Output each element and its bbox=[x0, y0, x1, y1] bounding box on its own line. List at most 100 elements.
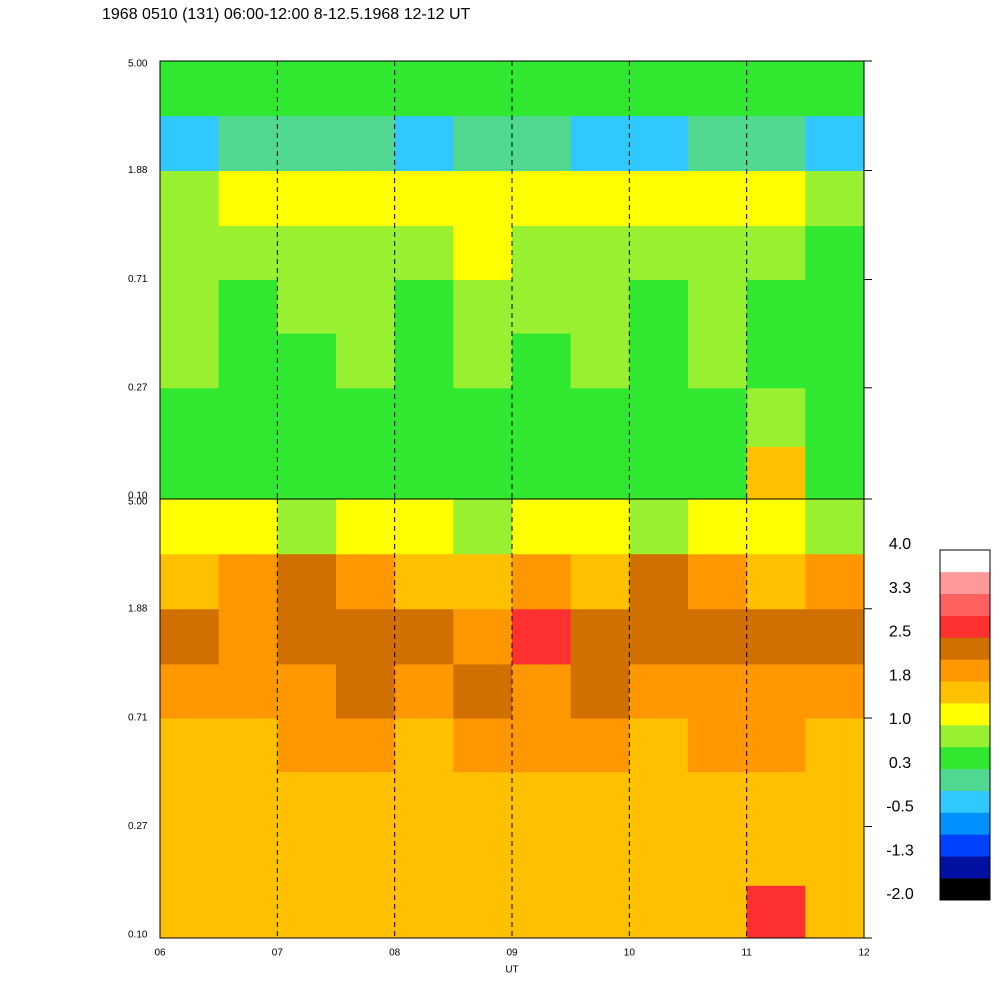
heatmap-cell bbox=[394, 771, 454, 828]
colorbar-band bbox=[940, 878, 990, 901]
heatmap-cell bbox=[394, 279, 454, 334]
heatmap-cell bbox=[570, 446, 630, 500]
x-tick-label: 06 bbox=[154, 948, 166, 959]
colorbar-tick-label: 0.3 bbox=[889, 755, 911, 772]
colorbar-band bbox=[940, 768, 990, 791]
heatmap-cell bbox=[277, 553, 337, 610]
heatmap-cell bbox=[746, 225, 806, 281]
heatmap-cell bbox=[336, 663, 396, 719]
heatmap-cell bbox=[394, 446, 454, 500]
heatmap-cell bbox=[688, 499, 748, 555]
x-tick-label: 08 bbox=[389, 948, 401, 959]
heatmap-cell bbox=[688, 718, 748, 773]
heatmap-cell bbox=[277, 771, 337, 828]
heatmap-cell bbox=[629, 333, 689, 389]
heatmap-cell bbox=[160, 553, 220, 610]
y-tick-label: 5.00 bbox=[128, 59, 148, 70]
heatmap-cell bbox=[512, 608, 572, 665]
heatmap-cell bbox=[160, 387, 220, 447]
heatmap-cell bbox=[336, 718, 396, 773]
chart-title: 1968 0510 (131) 06:00-12:00 8-12.5.1968 … bbox=[102, 6, 471, 23]
heatmap-cell bbox=[746, 663, 806, 719]
heatmap-cell bbox=[218, 553, 278, 610]
heatmap-cell bbox=[453, 663, 513, 719]
heatmap-cell bbox=[570, 718, 630, 773]
heatmap-cell bbox=[277, 663, 337, 719]
heatmap-cell bbox=[746, 61, 806, 117]
colorbar-band bbox=[940, 593, 990, 616]
heatmap-cell bbox=[336, 885, 396, 939]
heatmap-cell bbox=[160, 885, 220, 939]
heatmap-cell bbox=[570, 225, 630, 281]
heatmap-cell bbox=[394, 553, 454, 610]
heatmap-cell bbox=[512, 61, 572, 117]
heatmap-cell bbox=[453, 387, 513, 447]
heatmap-cell bbox=[218, 170, 278, 227]
heatmap-cell bbox=[453, 718, 513, 773]
heatmap-cell bbox=[336, 170, 396, 227]
colorbar-band bbox=[940, 659, 990, 682]
heatmap-cell bbox=[805, 499, 865, 555]
heatmap-cell bbox=[805, 387, 865, 447]
heatmap-cell bbox=[688, 885, 748, 939]
heatmap-cell bbox=[218, 718, 278, 773]
heatmap-cell bbox=[160, 170, 220, 227]
heatmap-cell bbox=[512, 170, 572, 227]
heatmap-cell bbox=[570, 826, 630, 886]
heatmap-cell bbox=[512, 333, 572, 389]
heatmap-cell bbox=[746, 446, 806, 500]
heatmap-cell bbox=[453, 225, 513, 281]
heatmap-cell bbox=[629, 225, 689, 281]
heatmap-cell bbox=[512, 279, 572, 334]
heatmap-cell bbox=[453, 446, 513, 500]
heatmap-cell bbox=[160, 225, 220, 281]
colorbar-tick-label: 1.8 bbox=[889, 667, 911, 684]
heatmap-cell bbox=[394, 387, 454, 447]
y-tick-label: 1.88 bbox=[128, 165, 148, 176]
heatmap-cell bbox=[160, 771, 220, 828]
colorbar-band bbox=[940, 615, 990, 638]
y-tick-label: 5.00 bbox=[128, 497, 148, 508]
heatmap-cell bbox=[746, 170, 806, 227]
heatmap-cell bbox=[394, 170, 454, 227]
heatmap-cell bbox=[277, 885, 337, 939]
colorbar-band bbox=[940, 550, 990, 573]
colorbar-band bbox=[940, 637, 990, 660]
heatmap-cell bbox=[629, 61, 689, 117]
heatmap-cell bbox=[746, 885, 806, 939]
y-tick-label: 0.27 bbox=[128, 821, 148, 832]
heatmap-cell bbox=[453, 279, 513, 334]
colorbar-tick-label: 2.5 bbox=[889, 624, 911, 641]
heatmap-cell bbox=[277, 446, 337, 500]
heatmap-cell bbox=[160, 115, 220, 172]
heatmap-cell bbox=[394, 663, 454, 719]
heatmap-cell bbox=[629, 553, 689, 610]
colorbar-tick-label: -2.0 bbox=[886, 886, 914, 903]
heatmap-cell bbox=[805, 553, 865, 610]
heatmap-cell bbox=[629, 826, 689, 886]
heatmap-cell bbox=[746, 333, 806, 389]
x-axis-label: UT bbox=[505, 965, 518, 976]
heatmap-cell bbox=[394, 826, 454, 886]
heatmap-cell bbox=[570, 279, 630, 334]
heatmap-cell bbox=[805, 885, 865, 939]
heatmap-cell bbox=[746, 608, 806, 665]
heatmap-cell bbox=[160, 718, 220, 773]
heatmap-cell bbox=[394, 115, 454, 172]
heatmap-cell bbox=[629, 279, 689, 334]
heatmap-cell bbox=[512, 225, 572, 281]
x-tick-label: 11 bbox=[741, 948, 752, 959]
heatmap-cell bbox=[160, 499, 220, 555]
colorbar-tick-label: 4.0 bbox=[889, 536, 911, 553]
x-tick-label: 12 bbox=[858, 948, 870, 959]
heatmap-cell bbox=[453, 608, 513, 665]
heatmap-cell bbox=[688, 663, 748, 719]
heatmap-cell bbox=[512, 885, 572, 939]
heatmap-cell bbox=[570, 608, 630, 665]
heatmap-cell bbox=[453, 885, 513, 939]
heatmap-cell bbox=[453, 170, 513, 227]
colorbar-tick-label: -0.5 bbox=[886, 799, 914, 816]
heatmap-cell bbox=[218, 446, 278, 500]
heatmap-cell bbox=[805, 771, 865, 828]
heatmap-cell bbox=[336, 333, 396, 389]
